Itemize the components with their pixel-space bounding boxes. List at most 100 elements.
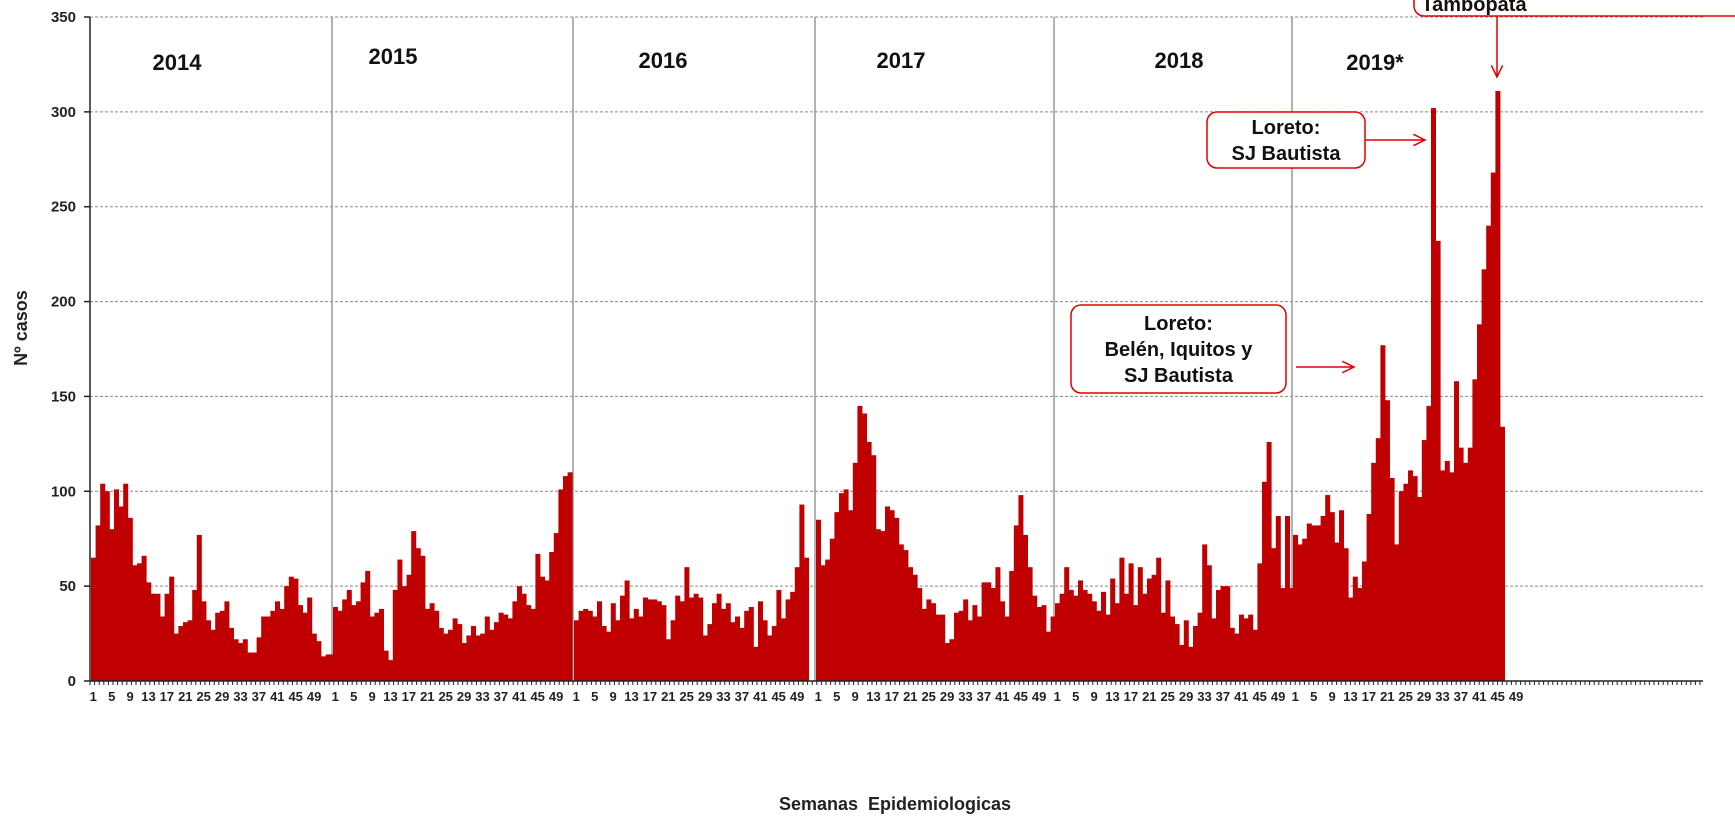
bar <box>875 529 881 681</box>
bar <box>866 441 872 681</box>
x-tick-label: 29 <box>215 689 229 704</box>
x-tick-labels: 1 5 9 13 17 21 25 29 33 37 41 45 49 1 5 9 13 17 21 25 29 33 37… <box>90 689 1524 704</box>
bar <box>1325 495 1331 681</box>
bar <box>592 616 598 681</box>
bar <box>206 620 211 681</box>
bar <box>1403 483 1409 681</box>
x-tick-label: 49 <box>549 689 563 704</box>
bar <box>434 610 440 681</box>
bar <box>583 608 589 681</box>
x-tick-label: 41 <box>1472 689 1486 704</box>
bar <box>517 586 522 681</box>
bar <box>954 612 959 681</box>
bar <box>1262 481 1267 681</box>
bar <box>986 582 992 681</box>
bar <box>862 413 867 681</box>
bar <box>1064 567 1070 681</box>
bar <box>1362 561 1367 681</box>
x-tick-label: 13 <box>1343 689 1357 704</box>
year-label: 2014 <box>153 50 203 75</box>
bar <box>457 624 463 681</box>
y-tick-label: 50 <box>59 578 76 595</box>
bar <box>342 599 348 681</box>
bar <box>839 493 844 681</box>
bar <box>127 517 133 681</box>
x-tick-label: 45 <box>288 689 302 704</box>
bar <box>265 616 271 681</box>
bar <box>1160 612 1166 681</box>
y-tick-label: 250 <box>51 199 76 216</box>
x-tick-label: 29 <box>457 689 471 704</box>
bar <box>150 593 156 681</box>
x-tick-label: 37 <box>252 689 266 704</box>
bar <box>981 582 987 681</box>
bar <box>1239 614 1244 681</box>
bar <box>958 610 964 681</box>
annotation-text: Loreto: <box>1252 117 1321 139</box>
x-tick-label: 37 <box>494 689 508 704</box>
bar <box>652 599 658 681</box>
bar <box>224 601 230 681</box>
x-tick-label: 49 <box>307 689 321 704</box>
bar <box>187 620 193 681</box>
bar <box>100 483 106 681</box>
x-tick-label: 1 <box>1292 689 1299 704</box>
bar <box>1500 426 1505 681</box>
annotation-box <box>1070 304 1287 394</box>
x-tick-label: 9 <box>851 689 858 704</box>
bar <box>1481 269 1487 681</box>
x-tick-label: 45 <box>771 689 785 704</box>
bar <box>215 612 221 681</box>
bar <box>452 618 458 681</box>
x-tick-label: 9 <box>609 689 616 704</box>
bar <box>1165 580 1171 681</box>
bar <box>507 618 513 681</box>
x-tick-label: 9 <box>1090 689 1097 704</box>
bar <box>1188 646 1194 681</box>
bar <box>484 616 490 681</box>
bar <box>1348 597 1354 681</box>
bar <box>1225 586 1231 681</box>
bar <box>903 550 909 681</box>
bar <box>1271 548 1277 681</box>
bar <box>411 531 417 681</box>
bar <box>716 593 722 681</box>
bar <box>1027 567 1033 681</box>
bar <box>629 618 635 681</box>
bar <box>503 614 509 681</box>
bar <box>799 504 805 681</box>
x-tick-label: 41 <box>753 689 767 704</box>
x-tick-label: 1 <box>815 689 822 704</box>
bar <box>735 616 740 681</box>
year-label: 2016 <box>639 48 688 73</box>
bar <box>1394 544 1400 681</box>
bar <box>160 616 165 681</box>
bar <box>1023 534 1028 681</box>
bar <box>1334 542 1340 681</box>
bar <box>1302 538 1308 681</box>
annotation-callout: Tambopata <box>1413 0 1735 79</box>
bar <box>1352 576 1358 681</box>
bar <box>146 582 152 681</box>
bar <box>1220 586 1226 681</box>
bar <box>638 616 644 681</box>
x-tick-label: 29 <box>698 689 712 704</box>
y-tick-label: 150 <box>51 388 76 405</box>
bar <box>471 625 476 681</box>
bar <box>1280 588 1286 681</box>
y-tick-label: 350 <box>51 9 76 26</box>
bar <box>656 601 662 681</box>
bar <box>1124 593 1129 681</box>
bar <box>1137 567 1143 681</box>
bar <box>917 588 923 681</box>
x-tick-label: 5 <box>591 689 598 704</box>
bar <box>448 629 453 681</box>
annotation-callout: Loreto: SJ Bautista <box>1206 111 1427 169</box>
x-tick-label: 21 <box>420 689 434 704</box>
bar <box>684 567 690 681</box>
bar <box>229 627 234 681</box>
bar <box>1183 620 1189 681</box>
x-tick-label: 49 <box>1271 689 1285 704</box>
bar <box>512 601 518 681</box>
bar <box>118 506 124 681</box>
